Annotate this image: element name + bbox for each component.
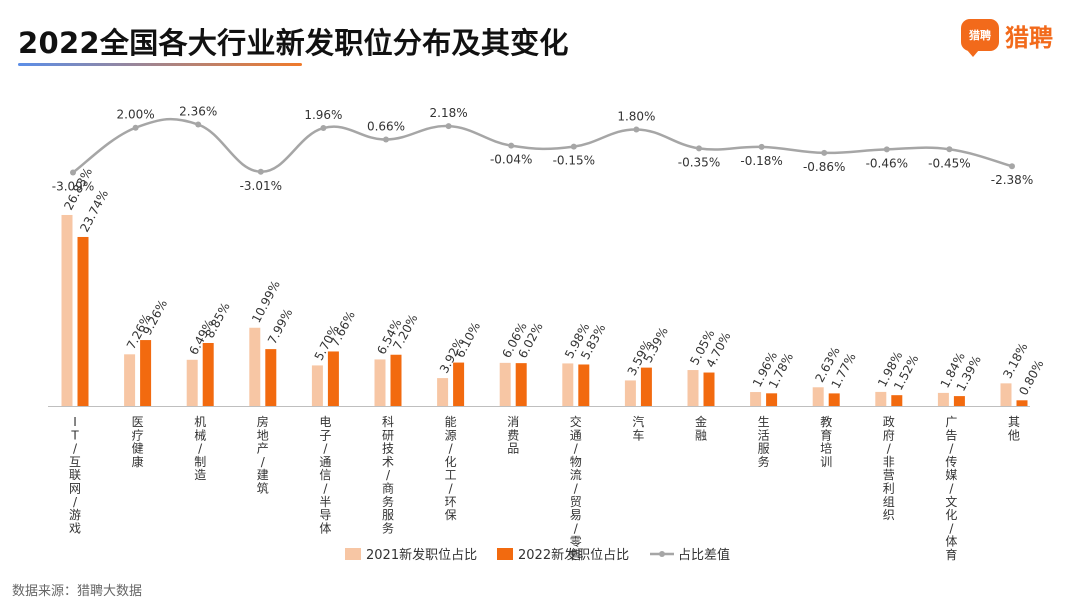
page-title: 2022全国各大行业新发职位分布及其变化 (18, 26, 569, 60)
diff-point (257, 168, 264, 175)
legend-label-2021: 2021新发职位占比 (366, 547, 477, 563)
diff-label: -0.15% (553, 154, 595, 168)
diff-label: -0.04% (490, 153, 532, 167)
bar-2021 (249, 327, 261, 406)
bar-2021 (624, 380, 636, 406)
legend-layer: 2021新发职位占比 2022新发职位占比 占比差值 (345, 547, 730, 563)
bar-2022 (140, 340, 152, 406)
diff-label: -0.86% (803, 160, 845, 174)
bar-2022 (1016, 400, 1028, 406)
legend-swatch-2022 (497, 548, 513, 560)
bar-2022 (640, 367, 652, 406)
bar-2021 (875, 391, 887, 406)
bar-2022 (202, 342, 214, 406)
diff-line (72, 117, 1013, 174)
diff-label: -3.01% (240, 179, 282, 193)
category-label: 汽车 (632, 414, 644, 442)
category-label: 教育培训 (820, 414, 832, 469)
diff-point (132, 124, 139, 131)
bars-layer: 26.83%23.74%7.26%9.26% 6.49%8.85% 10.99%7.… (61, 165, 1047, 406)
bar-2021 (311, 365, 323, 406)
diff-point (821, 149, 828, 156)
diff-label: 1.96% (304, 108, 342, 122)
category-label: 电子/通信/半导体 (319, 415, 331, 535)
diff-point (445, 123, 452, 130)
category-label: 医疗健康 (132, 415, 144, 469)
logo-mark-icon: 猎聘 (961, 19, 999, 57)
diff-label: -0.46% (866, 156, 908, 170)
logo-text: 猎聘 (1005, 23, 1053, 52)
bar-2021 (374, 359, 386, 406)
category-label: 金融 (695, 414, 707, 442)
axis-layer: I T/互联网/游戏 医疗健康 机械/制造 房地产/建筑 电子/通信/半导体 科研技术/商务… (48, 406, 1030, 562)
diff-point (946, 146, 953, 153)
category-label: 消费品 (507, 415, 519, 456)
bar-2021 (687, 370, 699, 406)
diff-point (70, 169, 76, 176)
bar-2021 (437, 378, 449, 406)
category-label: 广告/传媒/文化/体育 (945, 415, 957, 562)
category-label: 机械/制造 (194, 415, 206, 482)
diff-label: 2.00% (117, 108, 155, 122)
bar-2021 (937, 392, 949, 406)
bar-2022 (766, 393, 778, 406)
diff-point (383, 136, 389, 143)
diff-point (570, 143, 577, 150)
diff-point (195, 121, 202, 128)
category-label: 政府/非营利组织 (883, 415, 895, 522)
legend-label-diff: 占比差值 (678, 547, 730, 563)
category-label: 房地产/建筑 (257, 414, 269, 496)
category-label: 科研技术/商务服务 (382, 415, 394, 535)
diff-point (696, 145, 702, 152)
bar-2022 (953, 396, 965, 406)
diff-label: -0.45% (928, 156, 970, 170)
liepin-logo: 猎聘 猎聘 (961, 17, 1053, 57)
category-label: 能源/化工/环保 (445, 415, 457, 522)
bar-2021 (124, 354, 136, 406)
bar-2021 (812, 387, 824, 406)
bar-2021 (750, 392, 762, 406)
bar-2022 (703, 372, 715, 406)
category-label: I T/互联网/游戏 (69, 415, 81, 535)
category-label: 生活服务 (758, 415, 770, 469)
diff-point (883, 146, 890, 153)
category-label: 其他 (1008, 415, 1020, 442)
bar-2021 (562, 363, 574, 406)
diff-point (633, 126, 640, 133)
bar-2022 (578, 364, 590, 406)
diff-label: 2.18% (430, 106, 468, 120)
legend-marker-diff (659, 551, 665, 557)
bar-2021 (1000, 383, 1012, 406)
title-underline (18, 63, 302, 66)
diff-point (508, 142, 515, 149)
diff-point (320, 125, 327, 132)
diff-label: -0.35% (678, 155, 720, 169)
data-source-note: 数据来源：猎聘大数据 (12, 584, 143, 599)
diff-label: -0.18% (740, 154, 782, 168)
bar-label-2022: 7.99% (265, 306, 295, 346)
bar-2022 (453, 362, 465, 406)
diff-line-layer: -3.09% 2.00% 2.36% -3.01% 1.96% 0.66% 2.18% -0.… (52, 105, 1033, 194)
diff-label: -3.09% (52, 179, 94, 193)
bar-2021 (61, 214, 73, 406)
bar-2022 (390, 354, 402, 406)
bar-2022 (265, 349, 277, 406)
diff-label: -2.38% (991, 173, 1033, 187)
diff-point (1009, 163, 1015, 170)
category-label: 交通/物流/贸易/零售 (570, 414, 582, 562)
bar-2022 (515, 363, 527, 406)
legend-swatch-2021 (345, 548, 361, 560)
diff-label: 0.66% (367, 119, 405, 133)
bar-2022 (828, 393, 840, 406)
diff-point (758, 143, 765, 150)
diff-label: 2.36% (179, 105, 217, 119)
bar-2021 (499, 362, 511, 406)
bar-2022 (77, 236, 89, 406)
diff-label: 1.80% (617, 109, 655, 123)
legend-label-2022: 2022新发职位占比 (518, 547, 629, 563)
bar-2021 (186, 359, 198, 406)
bar-2022 (891, 395, 903, 406)
bar-2022 (327, 351, 339, 406)
